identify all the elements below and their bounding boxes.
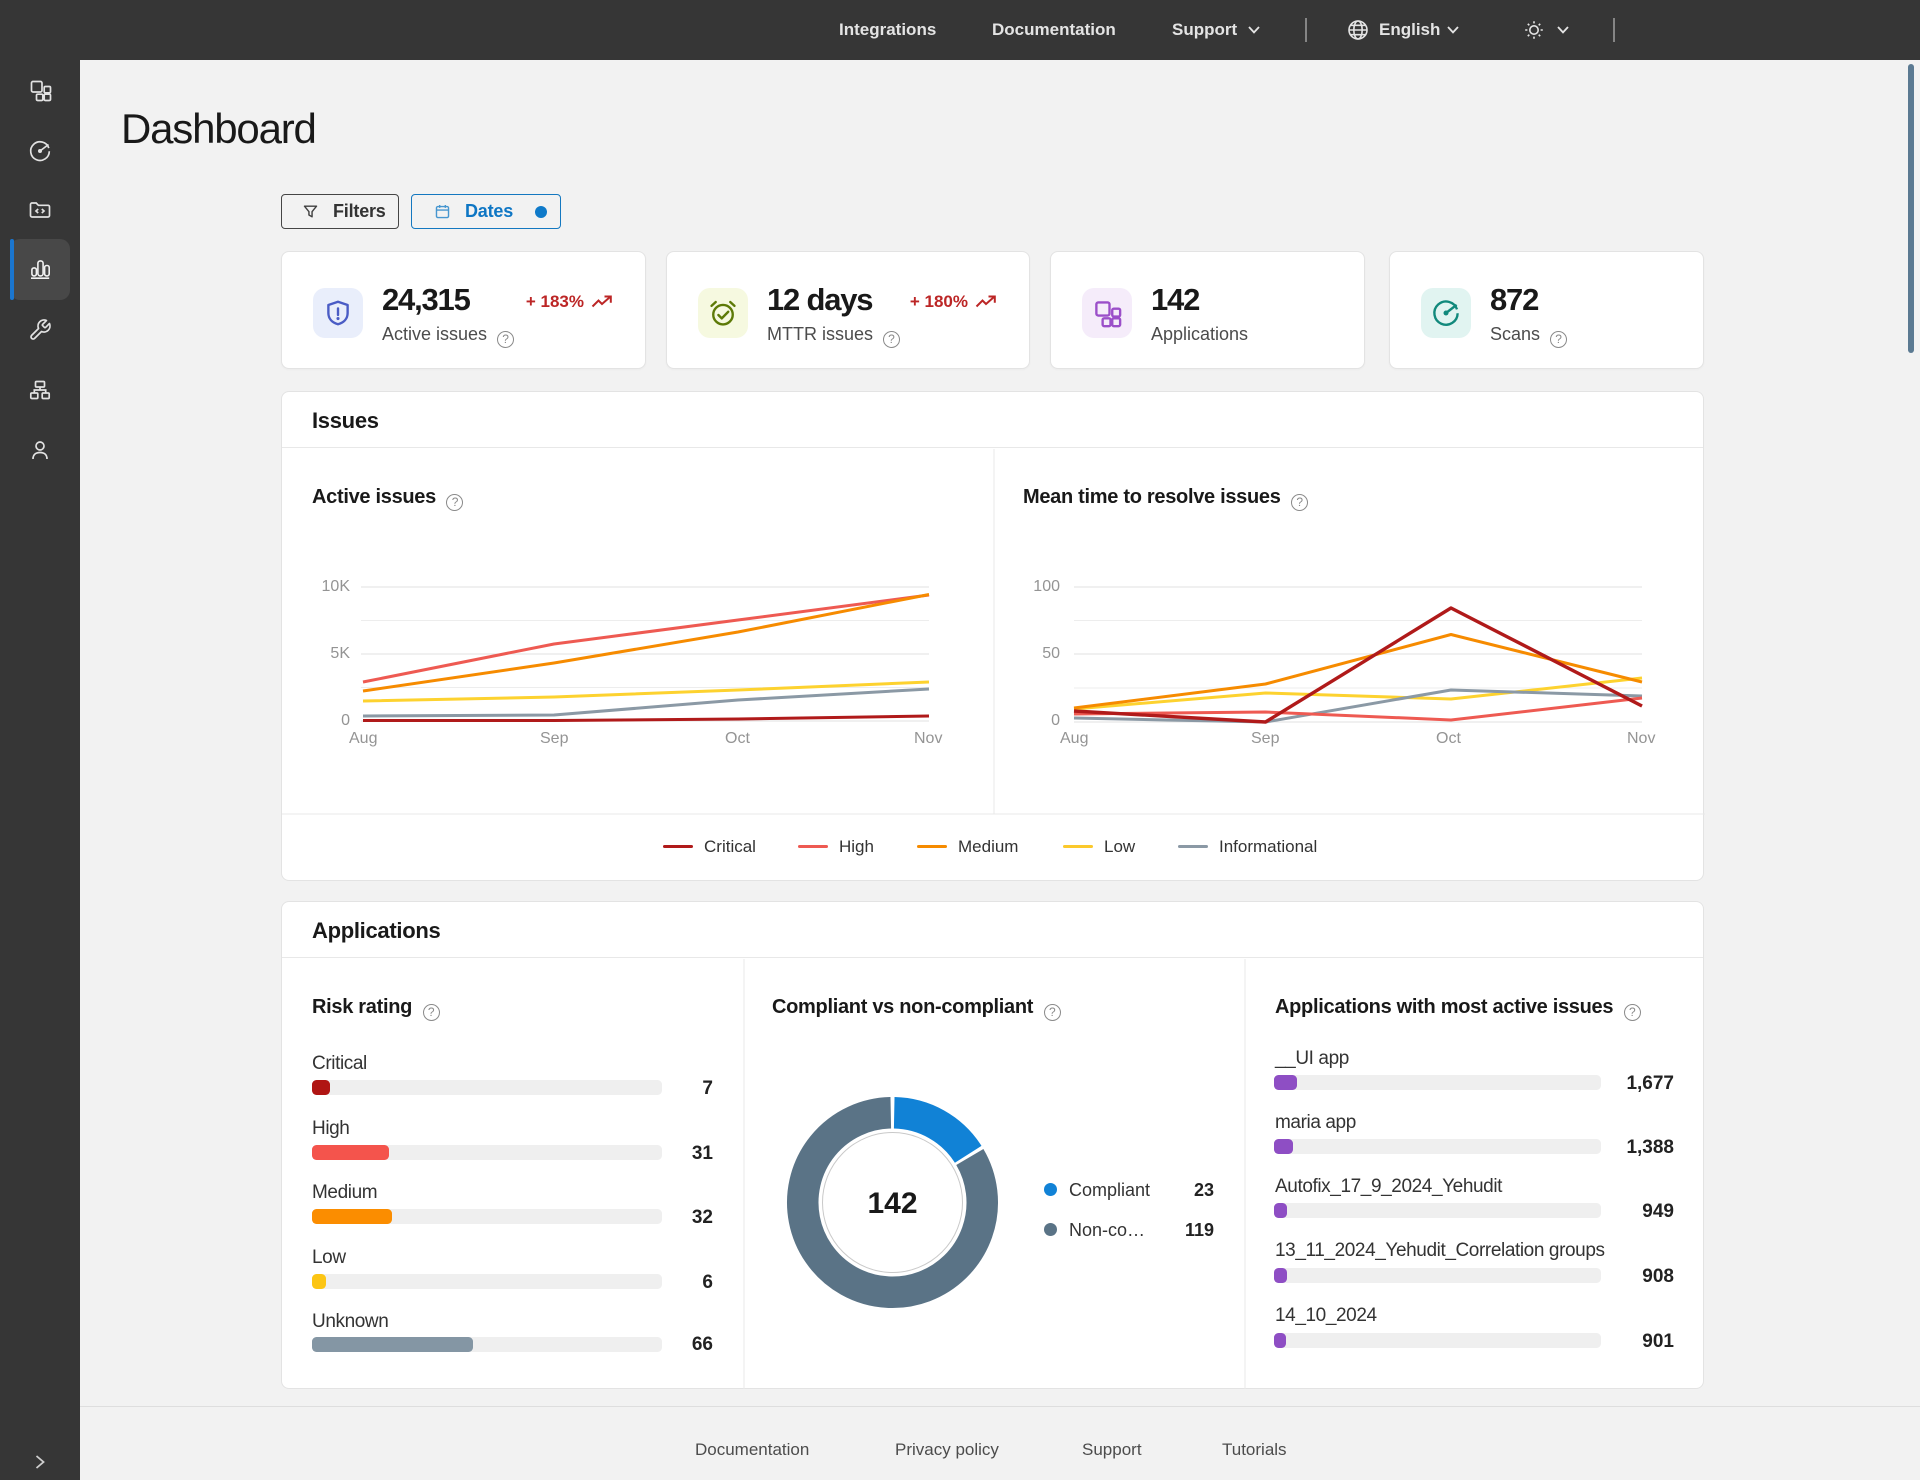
svg-text:142: 142 <box>867 1187 917 1220</box>
